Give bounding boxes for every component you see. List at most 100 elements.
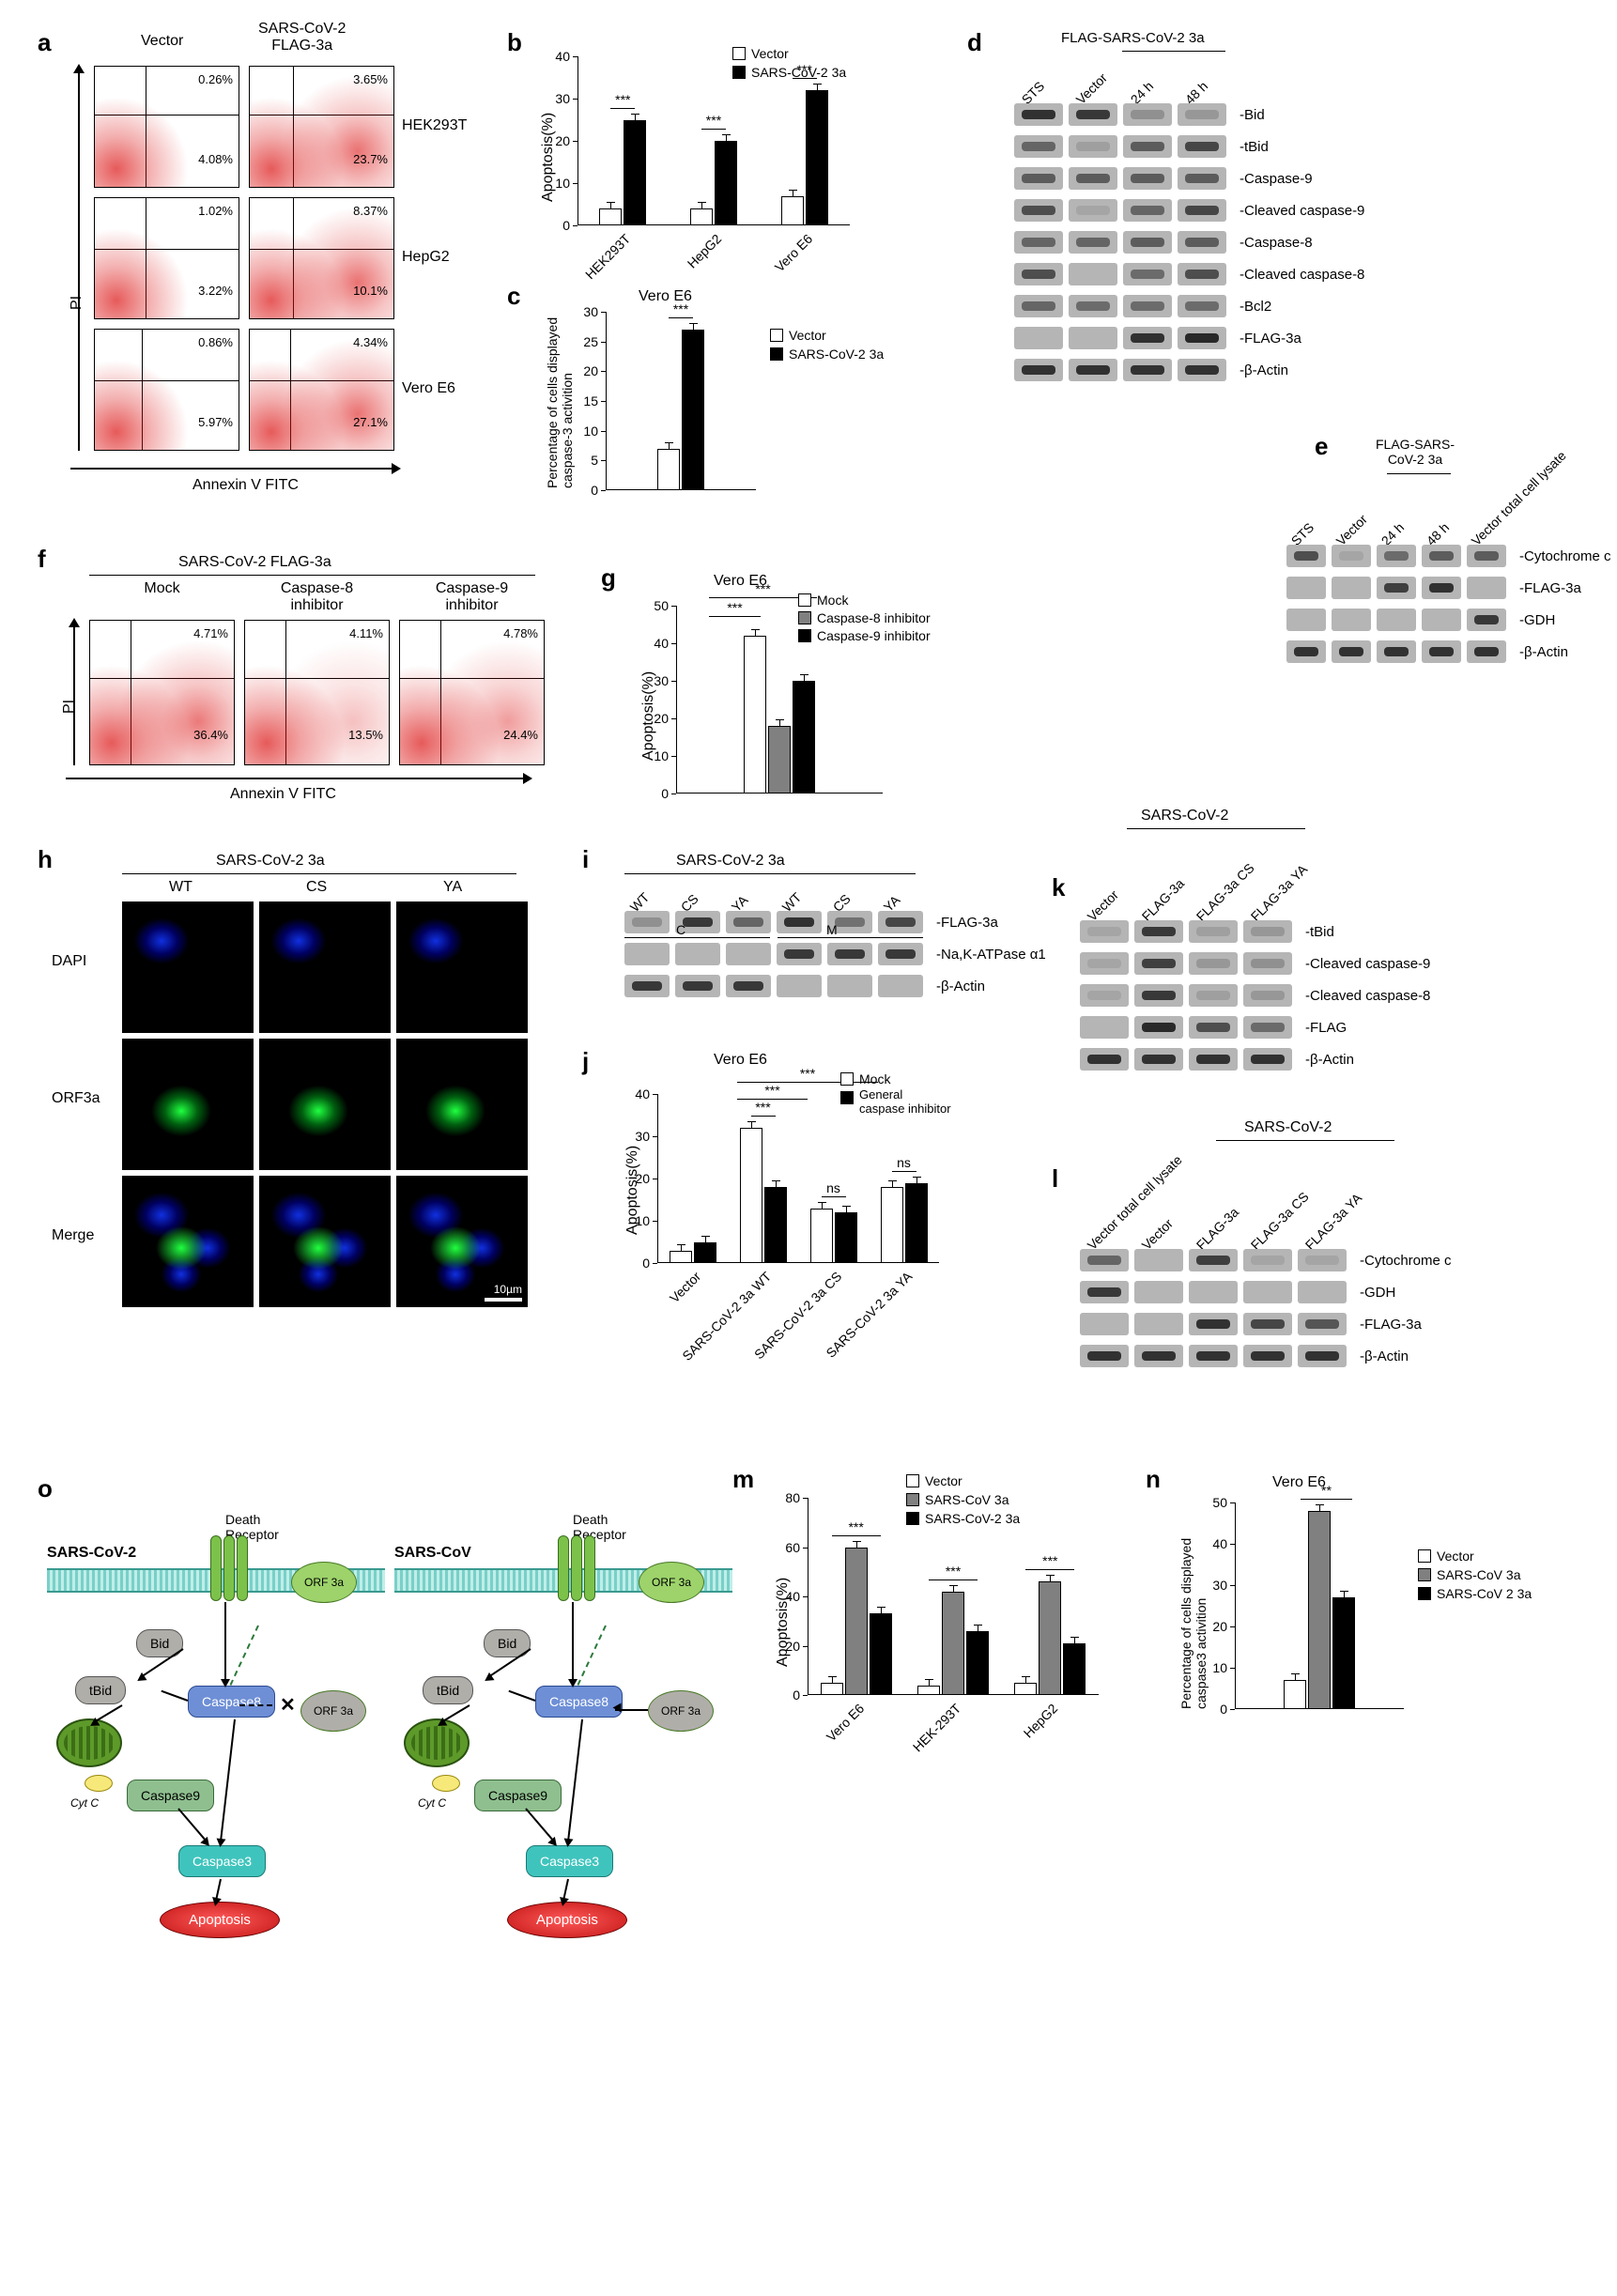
blot-target-label: -Caspase-8 <box>1232 235 1313 251</box>
flow-plot: 4.71%36.4% <box>89 620 235 765</box>
blot-target-label: -β-Actin <box>1512 644 1568 660</box>
pct: 10.1% <box>353 284 388 298</box>
panel-h-label: h <box>38 845 53 874</box>
blot-row: -β-Actin <box>624 975 985 997</box>
significance: ns <box>869 1155 939 1170</box>
bar <box>764 1187 787 1263</box>
panel-m-label: m <box>732 1465 754 1494</box>
chart-j: 010203040VectorSARS-CoV-2 3a WT***SARS-C… <box>657 1094 939 1263</box>
blot-target-label: -Caspase-9 <box>1232 171 1313 187</box>
legend-box <box>840 1091 854 1104</box>
panel-n-label: n <box>1146 1465 1161 1494</box>
panel-i-label: i <box>582 845 589 874</box>
micrograph <box>259 1176 391 1307</box>
m-leg-vector: Vector <box>925 1473 962 1488</box>
b-ylabel: Apoptosis(%) <box>540 113 557 202</box>
blot-target-label: -β-Actin <box>1232 362 1288 378</box>
blot-row: -β-Actin <box>1080 1345 1409 1367</box>
legend-box <box>798 629 811 642</box>
blot-target-label: -Na,K-ATPase α1 <box>929 947 1046 963</box>
lane-header: Vector <box>1138 1216 1175 1253</box>
blot-target-label: -FLAG <box>1298 1020 1347 1036</box>
legend-box <box>840 1072 854 1086</box>
blot-row: -Na,K-ATPase α1 <box>624 943 1046 965</box>
flow-plot: 4.78%24.4% <box>399 620 545 765</box>
micrograph <box>122 1176 254 1307</box>
category-label: HepG2 <box>685 231 725 271</box>
significance: *** <box>669 113 760 128</box>
significance: ns <box>798 1180 869 1195</box>
blot-target-label: -GDH <box>1352 1285 1395 1301</box>
bar <box>835 1212 857 1263</box>
pathway-diagram: SARS-CoVDeath ReceptorORF 3aBidtBidCaspa… <box>394 1517 732 1949</box>
bar <box>670 1251 692 1264</box>
f-y-axis <box>66 620 83 765</box>
bar <box>810 1209 833 1264</box>
blot-target-label: -Cleaved caspase-9 <box>1298 956 1430 972</box>
n-leg-scov: SARS-CoV 3a <box>1437 1567 1520 1582</box>
micrograph: 10µm <box>396 1176 528 1307</box>
f-col-header: Mock <box>99 580 225 597</box>
blot-target-label: -tBid <box>1298 924 1334 940</box>
bar <box>624 120 646 226</box>
legend-box <box>732 47 746 60</box>
blot-row: -GDH <box>1080 1281 1395 1303</box>
micrograph <box>396 901 528 1033</box>
category-label: Vector <box>666 1269 702 1305</box>
pct: 4.34% <box>353 335 388 349</box>
panel-a-label: a <box>38 28 51 57</box>
bar <box>715 141 737 225</box>
pct: 4.08% <box>198 152 233 166</box>
pct: 27.1% <box>353 415 388 429</box>
bar <box>599 208 622 225</box>
e-group: FLAG-SARS- CoV-2 3a <box>1376 437 1455 467</box>
chart-m: 020406080Vero E6***HEK-293T***HepG2*** <box>808 1498 1099 1695</box>
flow-hek-vector: 0.26% 4.08% <box>94 66 239 188</box>
n-leg-scov2: SARS-CoV 2 3a <box>1437 1586 1532 1601</box>
blot-target-label: -Bid <box>1232 107 1265 123</box>
lane-header: Vector total cell lysate <box>1468 448 1568 548</box>
micrograph <box>259 1039 391 1170</box>
blot-row: -Cytochrome c <box>1286 545 1611 567</box>
blot-row: -Caspase-8 <box>1014 231 1313 254</box>
f-x-axis <box>66 770 531 787</box>
pct: 0.86% <box>198 335 233 349</box>
blot-target-label: -Cleaved caspase-8 <box>1298 988 1430 1004</box>
lane-header: Vector <box>1084 887 1120 924</box>
category-label: HepG2 <box>1021 1701 1061 1741</box>
bar <box>917 1686 940 1696</box>
blot-target-label: -β-Actin <box>1352 1348 1409 1364</box>
blot-target-label: -Cytochrome c <box>1512 548 1611 564</box>
blot-row: -FLAG-3a <box>1080 1313 1422 1335</box>
legend-box <box>1418 1549 1431 1563</box>
legend-box <box>732 66 746 79</box>
bar <box>781 196 804 226</box>
blot-row: -β-Actin <box>1286 640 1568 663</box>
legend-box <box>770 329 783 342</box>
blot-target-label: -FLAG-3a <box>1232 331 1301 347</box>
panel-k-label: k <box>1052 873 1065 902</box>
f-col-header: Caspase-9 inhibitor <box>408 580 535 614</box>
blot-row: -Cleaved caspase-8 <box>1080 984 1430 1007</box>
blot-row: -Cleaved caspase-8 <box>1014 263 1364 285</box>
bar <box>905 1183 928 1264</box>
e-group-line <box>1387 473 1451 474</box>
chart-c: 051015202530 *** <box>606 312 756 490</box>
significance: *** <box>606 301 756 316</box>
g-leg-2: Caspase-9 inhibitor <box>817 628 931 643</box>
micrograph <box>259 901 391 1033</box>
d-group: FLAG-SARS-CoV-2 3a <box>1061 30 1205 46</box>
legend-vector: Vector <box>751 46 789 61</box>
blot-row: -GDH <box>1286 609 1555 631</box>
blot-row: -FLAG-3a <box>1286 577 1581 599</box>
j-leg-mock: Mock <box>859 1071 890 1086</box>
bar <box>845 1548 868 1696</box>
death-receptor-icon <box>554 1535 595 1601</box>
flow-vero-vector: 0.86% 5.97% <box>94 329 239 451</box>
a-row-hek: HEK293T <box>402 117 467 134</box>
significance: *** <box>1002 1553 1099 1568</box>
pct: 3.65% <box>353 72 388 86</box>
blot-target-label: -FLAG-3a <box>929 915 998 931</box>
blot-row: -Cytochrome c <box>1080 1249 1452 1271</box>
f-title-line <box>89 575 535 576</box>
